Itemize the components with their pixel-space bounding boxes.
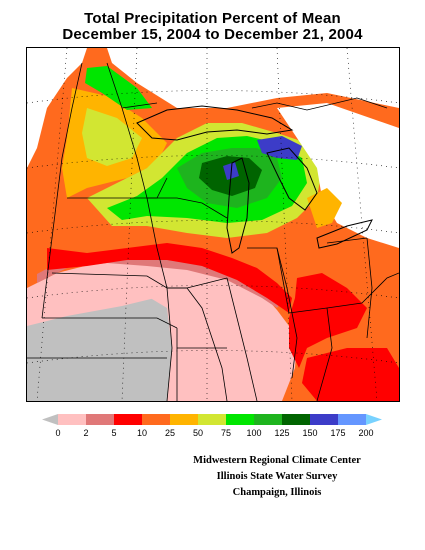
- lake-michigan: [226, 157, 250, 254]
- credit-survey: Illinois State Water Survey: [216, 471, 338, 482]
- legend-bar: 0 2 5 10 25 50 75 100 125 150 175 200: [42, 414, 382, 438]
- lakes: [136, 105, 373, 254]
- legend-swatch-right-arrow: [366, 414, 382, 425]
- legend-tick-label: 50: [193, 428, 203, 438]
- map-date-range: December 15, 2004 to December 21, 2004: [62, 26, 363, 43]
- legend-tick-label: 5: [111, 428, 116, 438]
- legend-swatch-left-arrow: [42, 414, 58, 425]
- legend-tick-label: 175: [330, 428, 345, 438]
- field-2-5-sw: [27, 288, 155, 326]
- legend-tick-label: 75: [221, 428, 231, 438]
- field-10-25-east: [289, 273, 367, 368]
- legend-tick-label: 100: [246, 428, 261, 438]
- legend-swatch: [170, 414, 198, 425]
- precipitation-map: [26, 47, 400, 402]
- legend-tick-label: 2: [83, 428, 88, 438]
- field-75-100-nw: [82, 108, 142, 166]
- field-no-data-nw: [27, 48, 87, 168]
- lake-huron: [266, 147, 318, 211]
- field-175-200: [257, 136, 302, 160]
- field-10-25-band: [47, 243, 292, 313]
- legend-tick-label: 150: [302, 428, 317, 438]
- field-100-125-north: [85, 66, 152, 110]
- lake-superior: [136, 105, 294, 141]
- legend-tick-label: 10: [137, 428, 147, 438]
- legend-tick-label: 0: [55, 428, 60, 438]
- legend-swatch: [310, 414, 338, 425]
- legend-swatch: [114, 414, 142, 425]
- field-0-2: [27, 296, 172, 401]
- legend-tick-label: 25: [165, 428, 175, 438]
- credit-location: Champaign, Illinois: [232, 487, 322, 498]
- legend-swatch: [86, 414, 114, 425]
- credit-center: Midwestern Regional Climate Center: [193, 455, 361, 466]
- field-no-data-top: [107, 48, 399, 108]
- map-title: Total Precipitation Percent of Mean: [84, 10, 341, 27]
- lake-erie: [316, 219, 373, 249]
- state-borders: [27, 62, 399, 401]
- legend-swatch: [142, 414, 170, 425]
- legend-tick-label: 125: [274, 428, 289, 438]
- graticule: [27, 48, 399, 401]
- legend-swatch: [58, 414, 86, 425]
- legend-swatch: [282, 414, 310, 425]
- legend-swatch: [198, 414, 226, 425]
- legend-swatch: [338, 414, 366, 425]
- legend-tick-label: 200: [358, 428, 373, 438]
- legend-swatch: [254, 414, 282, 425]
- field-50-75-east: [307, 188, 342, 228]
- field-10-25-se: [302, 348, 399, 401]
- color-scale-legend: 0 2 5 10 25 50 75 100 125 150 175 200: [0, 410, 425, 440]
- field-no-data: [277, 103, 399, 248]
- legend-swatch: [226, 414, 254, 425]
